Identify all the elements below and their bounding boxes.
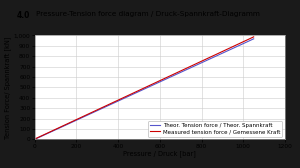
X-axis label: Pressure / Druck [bar]: Pressure / Druck [bar] (123, 151, 196, 157)
Text: Pressure-Tension force diagram / Druck-Spannkraft-Diagramm: Pressure-Tension force diagram / Druck-S… (36, 11, 260, 17)
Legend: Theor. Tension force / Theor. Spannkraft, Measured tension force / Gemessene Kra: Theor. Tension force / Theor. Spannkraft… (148, 121, 282, 137)
Y-axis label: Tension Force/ Spannkraft [kN]: Tension Force/ Spannkraft [kN] (5, 36, 11, 139)
Text: 4.0: 4.0 (16, 11, 30, 20)
